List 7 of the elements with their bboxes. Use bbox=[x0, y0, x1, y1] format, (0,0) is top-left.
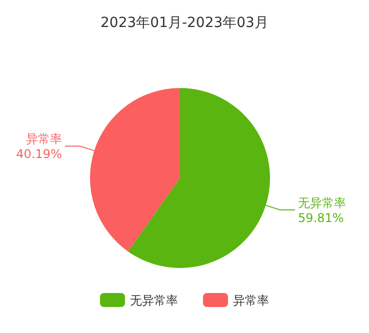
data-label: 59.81% bbox=[298, 210, 344, 225]
legend-label: 异常率 bbox=[233, 294, 269, 308]
slice-label: 无异常率 bbox=[298, 196, 346, 210]
slice-label: 异常率 bbox=[26, 132, 62, 146]
chart-title: 2023年01月-2023年03月 bbox=[100, 15, 268, 31]
data-label: 40.19% bbox=[16, 147, 62, 162]
legend-label: 无异常率 bbox=[130, 294, 178, 308]
